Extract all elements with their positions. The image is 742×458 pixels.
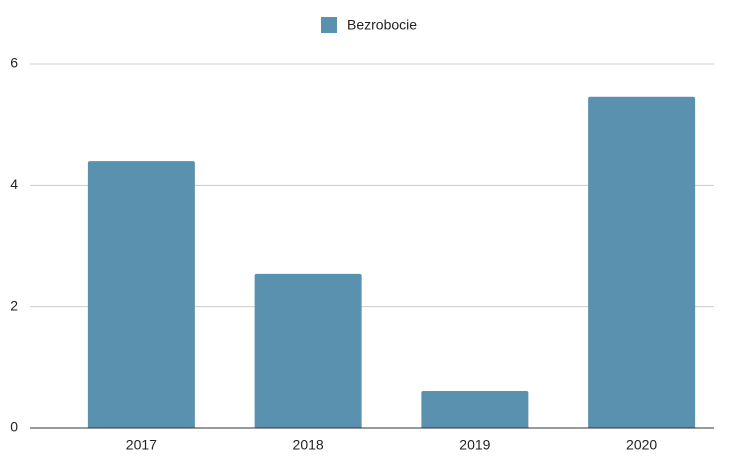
y-tick-label: 6 xyxy=(10,55,18,71)
y-tick-label: 0 xyxy=(10,419,18,435)
x-tick-label: 2020 xyxy=(626,437,657,453)
legend-swatch xyxy=(321,17,337,33)
bar xyxy=(421,390,529,428)
x-tick-label: 2017 xyxy=(126,437,157,453)
bar xyxy=(588,96,696,428)
x-tick-label: 2018 xyxy=(293,437,324,453)
x-tick-label: 2019 xyxy=(459,437,490,453)
bar xyxy=(87,161,195,429)
legend-label: Bezrobocie xyxy=(347,17,417,33)
y-tick-label: 4 xyxy=(10,176,18,192)
bar xyxy=(254,273,362,428)
y-tick-label: 2 xyxy=(10,297,18,313)
